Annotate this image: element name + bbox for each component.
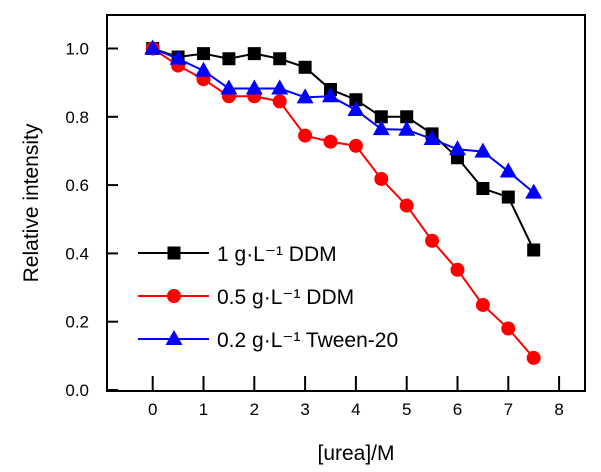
data-point-square xyxy=(374,110,388,124)
data-point-triangle xyxy=(271,79,289,95)
data-point-square xyxy=(349,93,363,107)
series-triangle xyxy=(144,39,543,199)
data-point-triangle xyxy=(322,87,339,103)
data-point-circle xyxy=(348,138,363,153)
x-tick-label: 3 xyxy=(300,400,309,419)
plot-frame xyxy=(106,14,586,392)
x-tick-label: 0 xyxy=(148,400,157,419)
x-tick-label: 4 xyxy=(351,400,360,419)
data-point-triangle xyxy=(296,88,314,104)
data-point-circle xyxy=(374,171,389,186)
y-tick-label: 1.0 xyxy=(65,40,89,59)
data-point-circle xyxy=(167,289,181,303)
data-point-triangle xyxy=(347,100,365,116)
legend-item: 1 g·L⁻¹ DDM xyxy=(138,243,337,266)
y-tick-label: 0.4 xyxy=(65,244,89,263)
data-point-circle xyxy=(272,94,287,109)
data-point-triangle xyxy=(195,61,212,77)
legend-label: 0.5 g·L⁻¹ DDM xyxy=(217,286,354,309)
x-tick-label: 2 xyxy=(250,400,259,419)
y-axis-label: Relative intensity xyxy=(20,123,43,282)
data-point-triangle xyxy=(165,330,183,345)
data-point-triangle xyxy=(245,79,263,95)
data-point-circle xyxy=(450,262,465,277)
data-point-square xyxy=(501,190,515,204)
data-point-triangle xyxy=(525,183,543,199)
data-point-triangle xyxy=(144,39,162,55)
data-point-circle xyxy=(298,128,313,143)
legend-label: 0.2 g·L⁻¹ Tween-20 xyxy=(217,329,398,352)
legend-item: 0.5 g·L⁻¹ DDM xyxy=(138,286,354,309)
legend-label: 1 g·L⁻¹ DDM xyxy=(217,243,337,266)
data-point-square xyxy=(197,47,210,61)
data-point-triangle xyxy=(398,120,416,136)
data-point-triangle xyxy=(474,142,492,158)
y-tick-label: 0.8 xyxy=(65,108,89,127)
y-tick-label: 0.0 xyxy=(65,381,89,400)
legend: 1 g·L⁻¹ DDM 0.5 g·L⁻¹ DDM 0.2 g·L⁻¹ Tween-… xyxy=(138,243,398,352)
data-point-circle xyxy=(399,198,414,213)
data-point-circle xyxy=(425,233,440,248)
data-point-square xyxy=(298,60,312,74)
data-point-circle xyxy=(323,134,338,149)
x-tick-label: 6 xyxy=(453,400,462,419)
x-tick-label: 7 xyxy=(504,400,513,419)
data-point-square xyxy=(400,110,414,124)
series-line xyxy=(152,47,535,251)
x-tick-label: 8 xyxy=(554,400,563,419)
data-point-square xyxy=(222,52,236,66)
x-tick-label: 1 xyxy=(199,400,208,419)
data-point-triangle xyxy=(220,79,238,95)
x-tick-label: 5 xyxy=(402,400,411,419)
data-point-triangle xyxy=(449,140,466,156)
x-axis-label: [urea]/M xyxy=(317,442,394,465)
data-point-square xyxy=(167,246,181,260)
data-point-triangle xyxy=(499,162,517,178)
data-point-triangle xyxy=(372,120,390,136)
data-point-square xyxy=(476,182,490,196)
series-circle xyxy=(145,41,541,365)
series-line xyxy=(152,47,535,359)
data-point-circle xyxy=(526,350,541,365)
legend-item: 0.2 g·L⁻¹ Tween-20 xyxy=(138,329,398,352)
data-point-triangle xyxy=(423,129,441,145)
series-line xyxy=(152,47,535,194)
y-tick-label: 0.2 xyxy=(65,313,89,332)
data-point-circle xyxy=(475,297,490,312)
data-point-circle xyxy=(501,321,516,336)
data-point-square xyxy=(247,47,261,61)
data-point-square xyxy=(527,243,541,257)
data-point-square xyxy=(273,52,287,66)
y-tick-label: 0.6 xyxy=(65,176,89,195)
data-point-triangle xyxy=(169,49,187,65)
